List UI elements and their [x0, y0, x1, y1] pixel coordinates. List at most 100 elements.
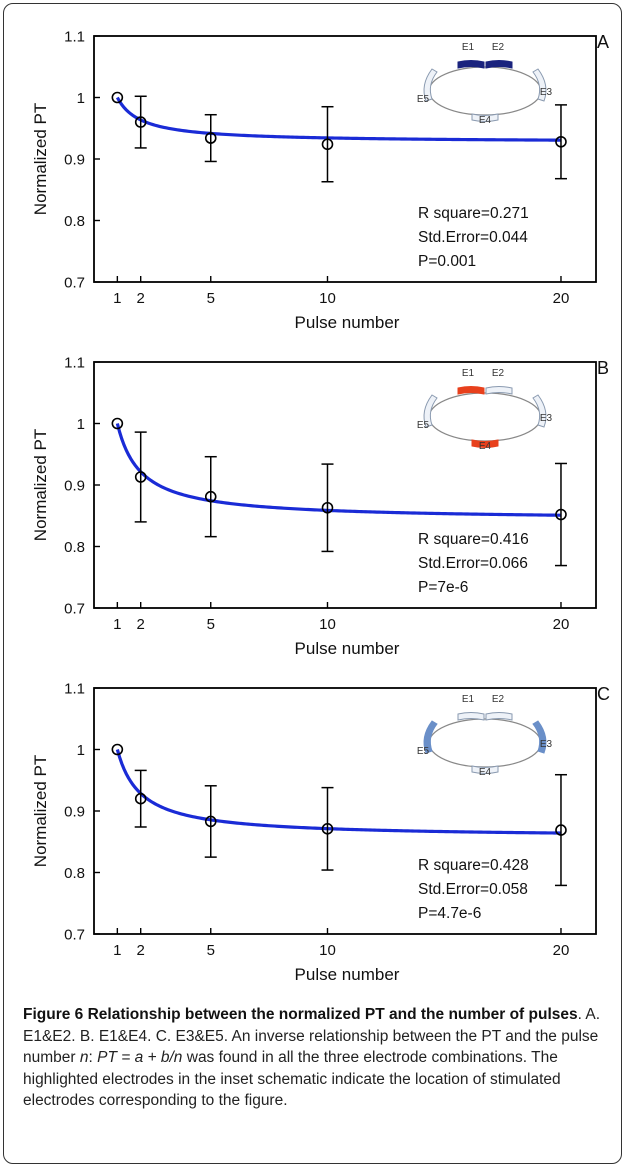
data-point: [555, 135, 567, 148]
y-tick-label: 0.8: [64, 865, 85, 882]
data-point: [134, 471, 147, 483]
x-tick-label: 5: [207, 942, 215, 959]
electrode-pad-e1: [457, 386, 485, 395]
electrode-label-e5: E5: [417, 746, 430, 757]
electrode-label-e4: E4: [479, 115, 492, 126]
y-axis-label: Normalized PT: [31, 429, 50, 541]
electrode-pad-e3: [532, 68, 547, 102]
data-point: [555, 508, 567, 521]
data-point: [204, 490, 217, 503]
electrode-pad-e3: [532, 394, 547, 428]
y-axis-label: Normalized PT: [31, 103, 50, 215]
fit-curve: [115, 423, 562, 517]
data-point: [321, 501, 334, 514]
data-point: [321, 138, 334, 151]
data-point: [134, 116, 147, 128]
x-tick-label: 20: [553, 942, 570, 959]
figure-frame: [3, 3, 622, 1164]
data-point: [321, 823, 334, 835]
electrode-label-e5: E5: [417, 420, 430, 431]
electrode-pad-e3: [532, 720, 547, 754]
electrode-label-e1: E1: [462, 42, 475, 53]
x-tick-label: 2: [137, 616, 145, 633]
electrode-pad-e2: [485, 60, 513, 69]
data-point: [204, 815, 217, 828]
electrode-pad-e4: [471, 765, 499, 774]
y-tick-label: 0.9: [64, 478, 85, 495]
electrode-label-e2: E2: [492, 694, 505, 705]
stat-text: R square=0.271: [418, 205, 529, 222]
y-tick-label: 1: [77, 742, 85, 759]
electrode-label-e4: E4: [479, 441, 492, 452]
y-tick-label: 1.1: [64, 29, 85, 46]
panel-label: A: [597, 32, 609, 52]
data-point: [111, 743, 124, 756]
stat-text: P=4.7e-6: [418, 905, 481, 922]
caption-variable-n: n: [79, 1049, 89, 1066]
electrode-label-e3: E3: [540, 413, 553, 424]
x-tick-label: 10: [319, 616, 336, 633]
electrode-pad-e5: [423, 68, 438, 102]
caption-title: Figure 6 Relationship between the normal…: [23, 1006, 578, 1023]
electrode-label-e1: E1: [462, 368, 475, 379]
y-tick-label: 0.8: [64, 213, 85, 230]
y-tick-label: 1.1: [64, 355, 85, 372]
electrode-pad-e4: [471, 113, 499, 122]
x-tick-label: 1: [113, 616, 121, 633]
y-tick-label: 0.7: [64, 927, 85, 944]
y-tick-label: 0.9: [64, 804, 85, 821]
electrode-label-e3: E3: [540, 87, 553, 98]
caption-text-1: . A. E1&E2. B. E1&E4. C. E3&E5. An inver…: [23, 1006, 601, 1066]
y-tick-label: 0.7: [64, 275, 85, 292]
y-tick-label: 1: [77, 90, 85, 107]
x-tick-label: 2: [137, 290, 145, 307]
panel-label: C: [597, 684, 610, 704]
electrode-label-e2: E2: [492, 368, 505, 379]
y-tick-label: 0.9: [64, 152, 85, 169]
stat-text: R square=0.416: [418, 531, 529, 548]
x-axis-label: Pulse number: [295, 639, 400, 658]
electrode-pad-e2: [485, 712, 513, 721]
panel-label: B: [597, 358, 609, 378]
x-tick-label: 5: [207, 616, 215, 633]
data-point: [111, 417, 124, 430]
electrode-ring: [428, 718, 542, 768]
electrode-label-e2: E2: [492, 42, 505, 53]
electrode-label-e3: E3: [540, 739, 553, 750]
electrode-pad-e1: [457, 712, 485, 721]
stat-text: Std.Error=0.058: [418, 881, 528, 898]
data-point: [134, 792, 147, 805]
data-point: [111, 91, 124, 104]
data-point: [204, 132, 217, 144]
x-tick-label: 10: [319, 942, 336, 959]
x-axis-label: Pulse number: [295, 313, 400, 332]
electrode-label-e5: E5: [417, 94, 430, 105]
y-tick-label: 1.1: [64, 681, 85, 698]
y-axis-label: Normalized PT: [31, 755, 50, 867]
x-tick-label: 1: [113, 942, 121, 959]
electrode-pad-e5: [423, 394, 438, 428]
x-tick-label: 2: [137, 942, 145, 959]
x-tick-label: 5: [207, 290, 215, 307]
electrode-label-e1: E1: [462, 694, 475, 705]
x-tick-label: 20: [553, 616, 570, 633]
fit-curve: [115, 96, 561, 142]
electrode-pad-e5: [423, 720, 438, 754]
figure-caption: Figure 6 Relationship between the normal…: [23, 1004, 613, 1112]
electrode-label-e4: E4: [479, 767, 492, 778]
x-tick-label: 1: [113, 290, 121, 307]
y-tick-label: 1: [77, 416, 85, 433]
stat-text: P=0.001: [418, 253, 476, 270]
caption-text-2: :: [88, 1049, 98, 1066]
caption-text-3: was found in all the three electrode com…: [23, 1049, 561, 1109]
data-point: [555, 824, 567, 836]
fit-curve: [115, 749, 561, 835]
stat-text: Std.Error=0.044: [418, 229, 528, 246]
stat-text: R square=0.428: [418, 857, 529, 874]
electrode-pad-e4: [471, 439, 499, 448]
electrode-pad-e2: [485, 386, 513, 395]
electrode-ring: [428, 66, 542, 116]
y-tick-label: 0.8: [64, 539, 85, 556]
